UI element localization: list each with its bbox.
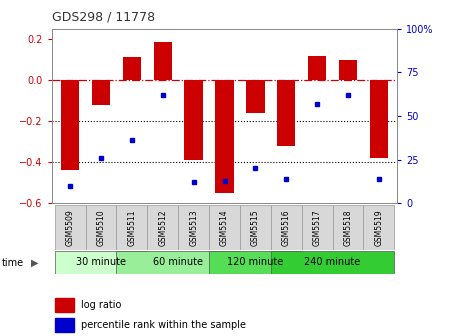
Bar [55,298,74,311]
Bar [86,205,116,250]
Bar [271,251,394,274]
Bar [215,80,234,193]
Bar [209,205,240,250]
Text: GSM5515: GSM5515 [251,209,260,246]
Text: GSM5510: GSM5510 [97,209,106,246]
Text: ▶: ▶ [31,258,38,268]
Text: 120 minute: 120 minute [227,257,283,267]
Bar [92,80,110,104]
Bar [308,56,326,80]
Bar [154,42,172,80]
Text: GSM5517: GSM5517 [313,209,321,246]
Text: GSM5514: GSM5514 [220,209,229,246]
Bar [240,205,271,250]
Text: time: time [2,258,24,268]
Text: GDS298 / 11778: GDS298 / 11778 [52,10,155,23]
Text: 60 minute: 60 minute [153,257,203,267]
Bar [302,205,333,250]
Text: GSM5511: GSM5511 [128,209,136,246]
Bar [209,251,302,274]
Text: percentile rank within the sample: percentile rank within the sample [81,320,246,330]
Bar [116,205,147,250]
Bar [271,205,302,250]
Text: 30 minute: 30 minute [76,257,126,267]
Bar [277,80,295,146]
Text: GSM5519: GSM5519 [374,209,383,246]
Bar [55,318,74,332]
Bar [116,251,240,274]
Bar [55,251,147,274]
Text: GSM5518: GSM5518 [343,209,352,246]
Bar [61,80,79,170]
Bar [363,205,394,250]
Text: GSM5516: GSM5516 [282,209,291,246]
Bar [333,205,363,250]
Bar [370,80,388,158]
Text: GSM5512: GSM5512 [158,209,167,246]
Bar [123,57,141,80]
Text: 240 minute: 240 minute [304,257,361,267]
Bar [147,205,178,250]
Bar [185,80,203,160]
Text: GSM5509: GSM5509 [66,209,75,246]
Bar [339,60,357,80]
Text: log ratio: log ratio [81,300,121,309]
Bar [55,205,86,250]
Text: GSM5513: GSM5513 [189,209,198,246]
Bar [246,80,264,113]
Bar [178,205,209,250]
